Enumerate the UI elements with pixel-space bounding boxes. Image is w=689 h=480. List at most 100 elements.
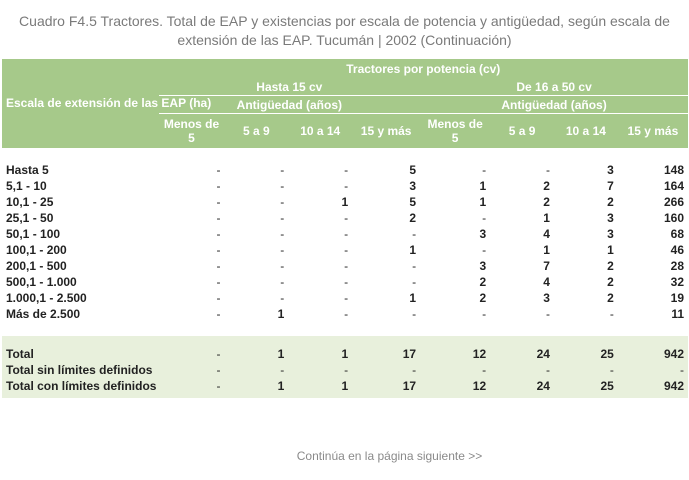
table-cell: 942 <box>617 378 688 398</box>
table-cell: 1 <box>479 179 487 193</box>
table-cell: 28 <box>670 259 684 273</box>
table-row: 25,1 - 50 - - - 2 - 1 3 160 <box>2 210 688 226</box>
table-row: 500,1 - 1.000 - - - - 2 4 2 32 <box>2 274 688 290</box>
table-cell: 1 <box>479 195 487 209</box>
table-cell: - <box>617 362 688 378</box>
table-cell: - <box>158 362 225 378</box>
table-row: Más de 2.500 - 1 - - - - - 11 <box>2 306 688 322</box>
age-column-header: Menos de 5 <box>420 113 491 148</box>
table-cell: - <box>280 227 285 241</box>
table-cell: - <box>412 275 417 289</box>
table-cell: - <box>344 307 349 321</box>
table-cell: 3 <box>607 163 614 177</box>
age-header-1: Antigüedad (años) <box>420 95 688 114</box>
table-cell: 3 <box>479 259 487 273</box>
table-cell: 25 <box>553 336 618 362</box>
table-cell: - <box>412 307 417 321</box>
row-label: Total <box>2 336 159 362</box>
tractors-table: Escala de extensión de las EAP (ha) Trac… <box>2 59 688 398</box>
table-cell: - <box>280 211 285 225</box>
table-cell: 1 <box>224 378 289 398</box>
table-cell: - <box>280 275 285 289</box>
row-label: 50,1 - 100 <box>6 227 61 241</box>
continue-link[interactable]: Continúa en la página siguiente >> <box>296 449 483 463</box>
table-cell: 942 <box>617 336 688 362</box>
table-cell: - <box>216 195 221 209</box>
table-cell: 160 <box>663 211 684 225</box>
table-cell: 1 <box>224 336 289 362</box>
table-cell: 5 <box>409 195 417 209</box>
table-cell: - <box>609 307 614 321</box>
table-cell: 4 <box>543 227 550 241</box>
table-cell: - <box>216 163 221 177</box>
table-row: 100,1 - 200 - - - 1 - 1 1 46 <box>2 242 688 258</box>
table-cell: 3 <box>479 227 487 241</box>
row-label: Total con límites definidos <box>2 378 159 398</box>
table-cell: 24 <box>490 336 554 362</box>
table-cell: 2 <box>409 211 417 225</box>
table-cell: - <box>288 362 353 378</box>
table-cell: - <box>344 179 349 193</box>
table-cell: - <box>412 227 417 241</box>
table-cell: 25 <box>553 378 618 398</box>
table-row: Hasta 5 - - - 5 - - 3 148 <box>2 162 688 178</box>
table-cell: - <box>280 291 285 305</box>
table-title-line-1: Cuadro F4.5 Tractores. Total de EAP y ex… <box>19 13 670 29</box>
table-cell: 1 <box>543 211 550 225</box>
table-cell: 2 <box>607 291 614 305</box>
age-column-header: 10 a 14 <box>553 113 618 148</box>
table-cell: 2 <box>607 195 614 209</box>
subgroup-header-0: Hasta 15 cv <box>158 78 421 96</box>
table-cell: 148 <box>663 163 684 177</box>
table-cell: 17 <box>352 378 421 398</box>
table-cell: 1 <box>409 243 417 257</box>
table-cell: - <box>420 362 491 378</box>
table-cell: - <box>545 163 550 177</box>
age-column-header: 10 a 14 <box>288 113 353 148</box>
table-cell: - <box>216 275 221 289</box>
table-cell: - <box>344 243 349 257</box>
table-cell: 2 <box>543 195 550 209</box>
row-label: 10,1 - 25 <box>6 195 54 209</box>
spacer-row <box>2 148 688 162</box>
table-cell: 1 <box>607 243 614 257</box>
table-cell: 1 <box>341 195 349 209</box>
table-cell: - <box>216 259 221 273</box>
table-title-line-2: extensión de las EAP. Tucumán | 2002 (Co… <box>177 32 512 48</box>
table-cell: 3 <box>409 179 417 193</box>
table-cell: 2 <box>479 275 487 289</box>
table-cell: - <box>216 307 221 321</box>
group-header: Tractores por potencia (cv) <box>158 59 688 78</box>
table-cell: - <box>344 163 349 177</box>
table-title: Cuadro F4.5 Tractores. Total de EAP y ex… <box>0 12 689 50</box>
table-cell: - <box>280 259 285 273</box>
table-cell: 3 <box>543 291 550 305</box>
total-row: Total -1 1 17 12 24 25 942 <box>2 336 688 362</box>
row-label: 200,1 - 500 <box>6 259 67 273</box>
table-cell: - <box>158 336 225 362</box>
table-cell: - <box>224 362 289 378</box>
table-cell: 2 <box>479 291 487 305</box>
table-cell: - <box>553 362 618 378</box>
table-cell: - <box>216 179 221 193</box>
table-cell: 5 <box>409 163 417 177</box>
table-cell: - <box>344 259 349 273</box>
row-label: Más de 2.500 <box>6 307 81 321</box>
table-cell: 19 <box>670 291 684 305</box>
table-cell: - <box>216 243 221 257</box>
table-cell: 12 <box>420 336 491 362</box>
table-cell: 12 <box>420 378 491 398</box>
subgroup-header-1: De 16 a 50 cv <box>420 78 688 96</box>
table-cell: - <box>545 307 550 321</box>
table-cell: - <box>280 163 285 177</box>
table-cell: 3 <box>607 211 614 225</box>
table-cell: 32 <box>670 275 684 289</box>
table-cell: 24 <box>490 378 554 398</box>
table-row: 50,1 - 100 - - - - 3 4 3 68 <box>2 226 688 242</box>
table-cell: - <box>158 378 225 398</box>
table-cell: - <box>412 259 417 273</box>
table-cell: 3 <box>607 227 614 241</box>
row-label: 1.000,1 - 2.500 <box>6 291 87 305</box>
row-label: Hasta 5 <box>6 163 49 177</box>
total-row: Total sin límites definidos - - - - - - - - <box>2 362 688 378</box>
